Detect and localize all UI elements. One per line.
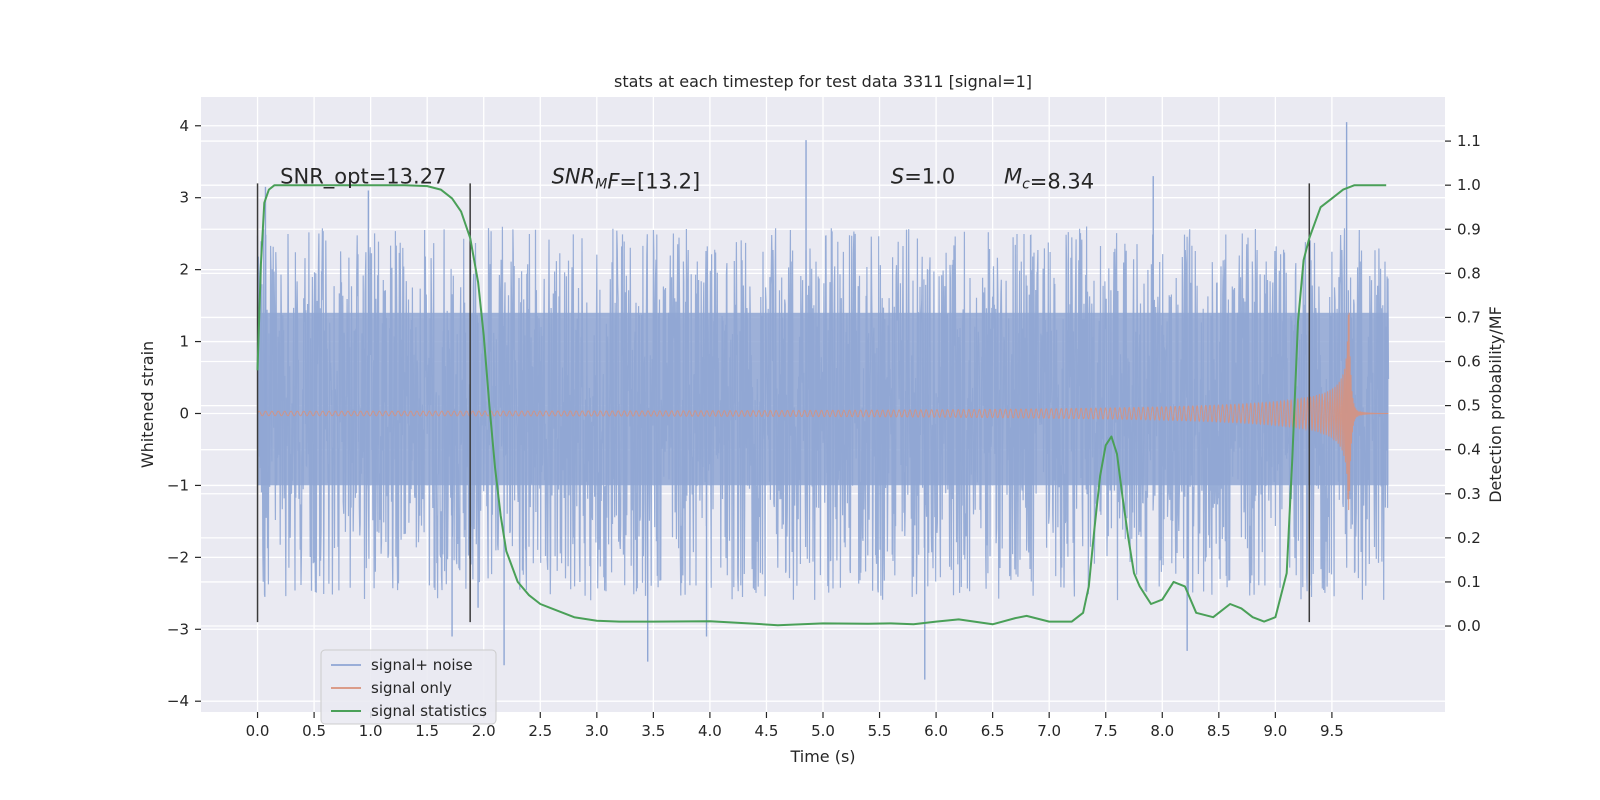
y-right-tick-label: 0.8 (1457, 264, 1481, 282)
x-tick-label: 6.0 (924, 722, 948, 740)
y-right-tick-label: 0.3 (1457, 485, 1481, 503)
annotation-part: c (1022, 176, 1030, 192)
y-right-tick-label: 0.5 (1457, 397, 1481, 415)
x-tick-label: 2.5 (528, 722, 552, 740)
x-axis: 0.0 0.5 1.0 1.5 2.0 2.5 3.0 3.5 4.0 4.5 5.0 5.5 6.0 6… (246, 712, 1344, 740)
y-right-tick-label: 1.0 (1457, 176, 1481, 194)
annotation-part: SNR (552, 164, 596, 188)
y-right-tick-label: 0.9 (1457, 220, 1481, 238)
legend: signal+ noise signal only signal statist… (320, 649, 497, 725)
vertical-markers (256, 183, 1311, 623)
y-left-tick-label: −2 (167, 548, 189, 566)
annotation-part: M (595, 176, 607, 192)
x-tick-label: 5.0 (811, 722, 835, 740)
x-tick-label: 1.5 (415, 722, 439, 740)
y-right-tick-label: 0.4 (1457, 441, 1481, 459)
y-right-tick-label: 0.0 (1457, 617, 1481, 635)
y-left-tick-label: 4 (179, 117, 189, 135)
noise-core-band (257, 312, 1389, 486)
annotation-part: =[13.2] (619, 169, 700, 193)
annotation-part: F (607, 169, 620, 193)
x-tick-label: 0.0 (246, 722, 270, 740)
y-right-tick-label: 0.1 (1457, 573, 1481, 591)
x-tick-label: 4.0 (698, 722, 722, 740)
y-axis-left-title: Whitened strain (138, 341, 157, 468)
annotation-0: SNR_opt=13.27 (280, 164, 446, 189)
x-axis-title: Time (s) (789, 747, 855, 766)
annotation-part: M (1004, 164, 1022, 188)
x-tick-label: 5.5 (868, 722, 892, 740)
legend-box (320, 649, 497, 725)
x-tick-label: 7.5 (1094, 722, 1118, 740)
statistics-trace (256, 184, 1387, 627)
y-right-tick-label: 0.6 (1457, 353, 1481, 371)
x-tick-label: 2.0 (472, 722, 496, 740)
x-tick-label: 3.5 (641, 722, 665, 740)
signal-noise-series (256, 122, 1390, 680)
x-tick-label: 9.0 (1263, 722, 1287, 740)
annotations: SNR_opt=13.27 SNRMF=[13.2] S=1.0 Mc=8.34 (280, 164, 1094, 193)
chirp-trace (257, 312, 1389, 511)
chart-title: stats at each timestep for test data 331… (614, 72, 1032, 91)
y-left-tick-label: −1 (167, 476, 189, 494)
x-tick-label: 9.5 (1320, 722, 1344, 740)
y-right-tick-label: 0.2 (1457, 529, 1481, 547)
y-left-tick-label: 1 (179, 333, 189, 351)
y-right-tick-label: 1.1 (1457, 132, 1481, 150)
legend-label-signal-noise: signal+ noise (371, 656, 473, 674)
y-left-tick-label: −3 (167, 620, 189, 638)
x-tick-label: 6.5 (981, 722, 1005, 740)
annotation-part: SNR_opt=13.27 (280, 164, 446, 189)
y-left-tick-label: 2 (179, 261, 189, 279)
signal-statistics-series (256, 184, 1387, 627)
legend-label-signal-only: signal only (371, 679, 452, 697)
y-right-tick-label: 0.7 (1457, 308, 1481, 326)
annotation-2: S=1.0 (891, 164, 955, 188)
signal-only-series (257, 312, 1389, 511)
legend-label-signal-statistics: signal statistics (371, 702, 487, 720)
annotation-3: Mc=8.34 (1004, 164, 1094, 193)
x-tick-label: 8.0 (1150, 722, 1174, 740)
y-left-tick-label: 3 (179, 189, 189, 207)
x-tick-label: 1.0 (359, 722, 383, 740)
y-left-tick-label: 0 (179, 404, 189, 422)
y-axis-right-title: Detection probability/MF (1486, 306, 1505, 503)
annotation-part: =1.0 (904, 164, 955, 188)
annotation-1: SNRMF=[13.2] (552, 164, 701, 193)
x-tick-label: 8.5 (1207, 722, 1231, 740)
annotation-part: S (891, 164, 904, 188)
x-tick-label: 3.0 (585, 722, 609, 740)
annotation-part: =8.34 (1030, 169, 1094, 193)
x-tick-label: 7.0 (1037, 722, 1061, 740)
y-axis-right: 1.1 1.0 0.9 0.8 0.7 0.6 0.5 0.4 0.3 0.2 0.1 0.0 (1445, 132, 1481, 635)
y-left-tick-label: −4 (167, 692, 189, 710)
x-tick-label: 4.5 (755, 722, 779, 740)
y-axis-left: 4 3 2 1 0 −1 −2 −3 −4 (167, 117, 201, 710)
x-tick-label: 0.5 (302, 722, 326, 740)
